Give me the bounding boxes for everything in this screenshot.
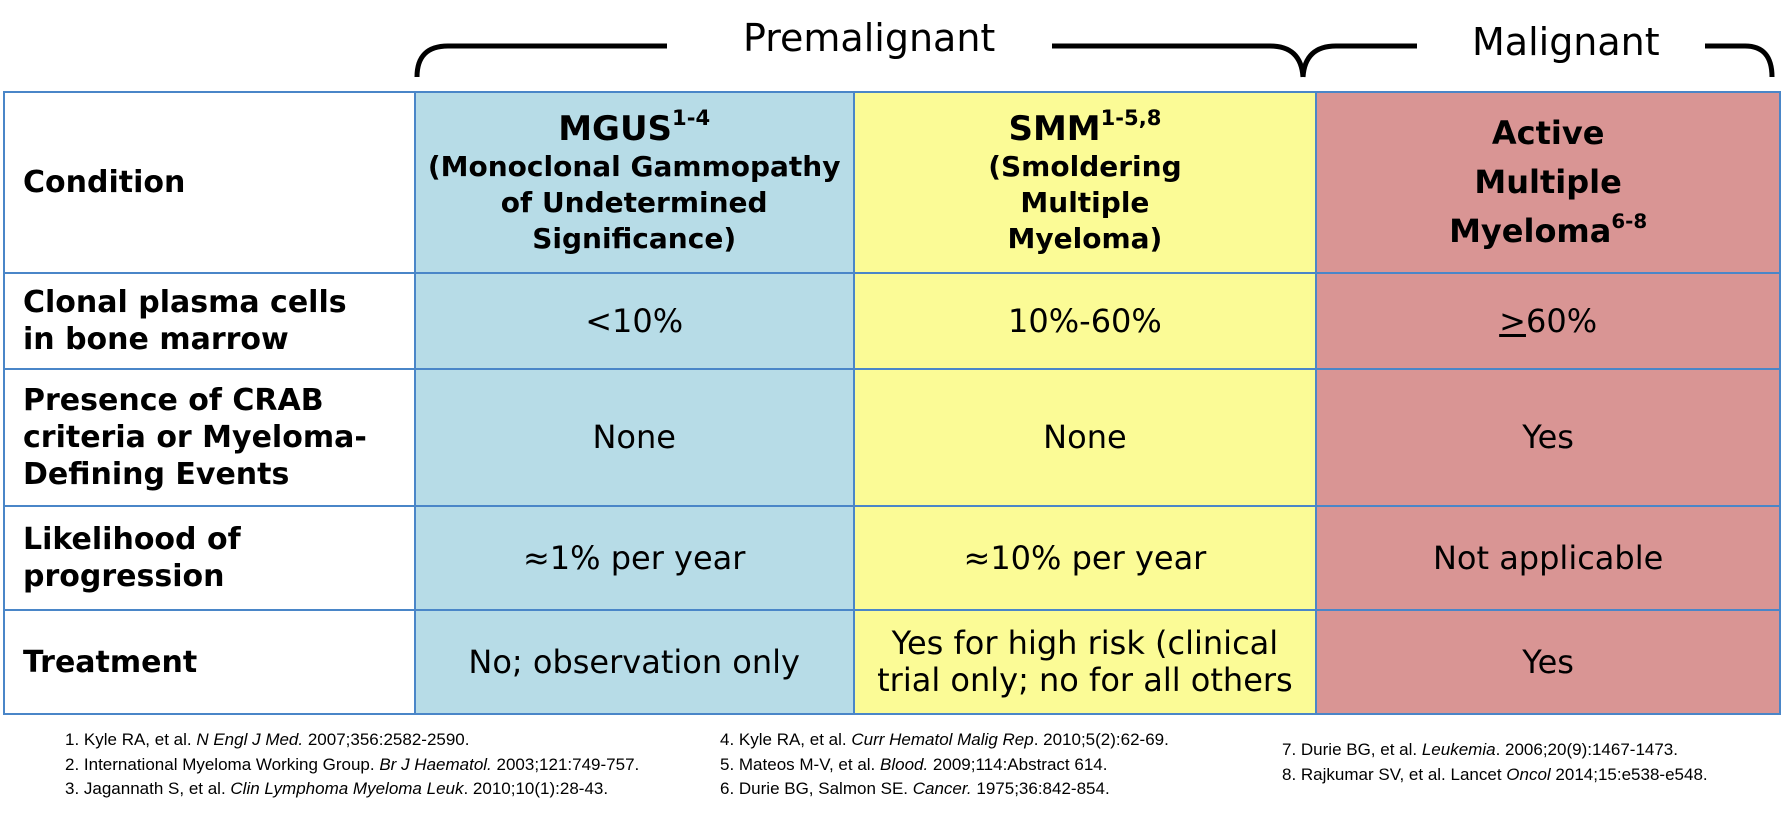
row-label-line: criteria or Myeloma- [23,420,367,455]
mgus-plasma-cell: <10% [413,272,855,370]
row-label-line: Clonal plasma cells [23,285,347,320]
mgus-treatment-cell: No; observation only [413,609,855,715]
ref-details: . 2006;20(9):1467-1473. [1495,740,1678,759]
ref-authors: 7. Durie BG, et al. [1282,740,1422,759]
ref-journal: Clin Lymphoma Myeloma Leuk [230,779,464,798]
mgus-progression-cell: ≈1% per year [413,505,855,611]
ref-journal: Leukemia [1421,740,1496,759]
smm-sup: 1-5,8 [1100,105,1162,131]
mm-title-text: Myeloma [1449,212,1612,250]
smm-plasma-cell: 10%-60% [852,272,1318,370]
row-label-text: Treatment [23,644,198,680]
ref-authors: 4. Kyle RA, et al. [720,730,852,749]
ref-journal: Cancer. [912,779,972,798]
ref-journal: Br J Haematol. [379,754,492,774]
geq-symbol: > [1499,301,1526,340]
smm-title: SMM1-5,8 [856,107,1315,149]
ref-journal: Oncol [1506,764,1551,784]
mm-sup: 6-8 [1611,210,1648,234]
mm-title-line: Active [1491,114,1605,152]
table-row: Presence of CRAB criteria or Myeloma- De… [3,368,1781,507]
premalignant-label: Premalignant [743,16,996,60]
ref-authors: 1. Kyle RA, et al. [65,730,197,749]
mgus-subtitle-line: of Undetermined [500,185,768,219]
ref-journal: N Engl J Med. [196,730,304,749]
ref-journal: Blood. [880,754,929,774]
table-row: Condition MGUS1-4 (Monoclonal Gammopathy… [3,91,1781,274]
ref-authors: 3. Jagannath S, et al. [65,779,231,798]
row-label-crab: Presence of CRAB criteria or Myeloma- De… [3,368,416,507]
row-label-text: Condition [23,165,186,200]
references-column-2: 4. Kyle RA, et al. Curr Hematol Malig Re… [720,728,1169,802]
smm-crab-cell: None [852,368,1318,507]
mgus-title-text: MGUS [558,108,673,149]
mm-plasma-cell: >60% [1315,272,1781,370]
mm-title-line: Multiple [1474,163,1622,201]
reference-item: 4. Kyle RA, et al. Curr Hematol Malig Re… [720,728,1169,753]
row-label-treatment: Treatment [3,609,416,715]
ref-authors: 6. Durie BG, Salmon SE. [720,779,913,798]
references-column-3: 7. Durie BG, et al. Leukemia. 2006;20(9)… [1282,738,1708,787]
mgus-title: MGUS1-4 [417,107,852,149]
reference-item: 2. International Myeloma Working Group. … [65,753,639,778]
comparison-table: Condition MGUS1-4 (Monoclonal Gammopathy… [3,91,1781,715]
mgus-header-cell: MGUS1-4 (Monoclonal Gammopathy of Undete… [413,91,855,274]
reference-item: 1. Kyle RA, et al. N Engl J Med. 2007;35… [65,728,639,753]
ref-authors: 8. Rajkumar SV, et al. Lancet [1282,764,1507,784]
ref-authors: 2. International Myeloma Working Group. [65,754,380,774]
mgus-sup: 1-4 [672,105,711,131]
smm-treatment-cell: Yes for high risk (clinical trial only; … [852,609,1318,715]
row-label-line: Defining Events [23,457,290,492]
smm-subtitle-line: Multiple [1020,185,1150,219]
mm-header-cell: Active Multiple Myeloma6-8 [1315,91,1781,274]
mgus-crab-cell: None [413,368,855,507]
ref-details: 2014;15:e538-e548. [1550,764,1708,784]
smm-treatment-line: trial only; no for all others [877,661,1293,699]
row-label-progression: Likelihood of progression [3,505,416,611]
smm-title-text: SMM [1008,108,1101,149]
mgus-subtitle-line: (Monoclonal Gammopathy [427,149,841,183]
smm-subtitle-line: Myeloma) [1007,221,1163,255]
mm-progression-cell: Not applicable [1315,505,1781,611]
mm-treatment-cell: Yes [1315,609,1781,715]
smm-progression-cell: ≈10% per year [852,505,1318,611]
malignant-label: Malignant [1472,20,1660,64]
ref-journal: Curr Hematol Malig Rep [851,730,1034,749]
reference-item: 6. Durie BG, Salmon SE. Cancer. 1975;36:… [720,777,1169,802]
ref-details: 1975;36:842-854. [971,779,1110,798]
row-label-line: Presence of CRAB [23,383,324,418]
table-row: Likelihood of progression ≈1% per year ≈… [3,505,1781,611]
reference-item: 8. Rajkumar SV, et al. Lancet Oncol 2014… [1282,763,1708,788]
ref-details: 2007;356:2582-2590. [303,730,470,749]
ref-details: . 2010;5(2):62-69. [1033,730,1169,749]
reference-item: 3. Jagannath S, et al. Clin Lymphoma Mye… [65,777,639,802]
reference-item: 5. Mateos M-V, et al. Blood. 2009;114:Ab… [720,753,1169,778]
row-label-line: progression [23,559,225,594]
malignant-brace [1300,43,1775,78]
ref-authors: 5. Mateos M-V, et al. [720,754,880,774]
reference-item: 7. Durie BG, et al. Leukemia. 2006;20(9)… [1282,738,1708,763]
smm-subtitle-line: (Smoldering [988,149,1182,183]
mgus-subtitle-line: Significance) [532,221,737,255]
smm-header-cell: SMM1-5,8 (Smoldering Multiple Myeloma) [852,91,1318,274]
mm-crab-cell: Yes [1315,368,1781,507]
smm-treatment-line: Yes for high risk (clinical [891,624,1279,662]
references-column-1: 1. Kyle RA, et al. N Engl J Med. 2007;35… [65,728,639,802]
mm-title-line: Myeloma6-8 [1318,207,1778,256]
ref-details: . 2010;10(1):28-43. [463,779,609,798]
row-label-line: Likelihood of [23,522,241,557]
mm-plasma-value: 60% [1525,301,1598,340]
table-row: Clonal plasma cells in bone marrow <10% … [3,272,1781,370]
table-row: Treatment No; observation only Yes for h… [3,609,1781,715]
group-braces [414,43,1775,78]
row-label-line: in bone marrow [23,322,289,357]
row-label-plasma: Clonal plasma cells in bone marrow [3,272,416,370]
row-label-condition: Condition [3,91,416,274]
ref-details: 2003;121:749-757. [491,754,640,774]
ref-details: 2009;114:Abstract 614. [928,754,1108,774]
